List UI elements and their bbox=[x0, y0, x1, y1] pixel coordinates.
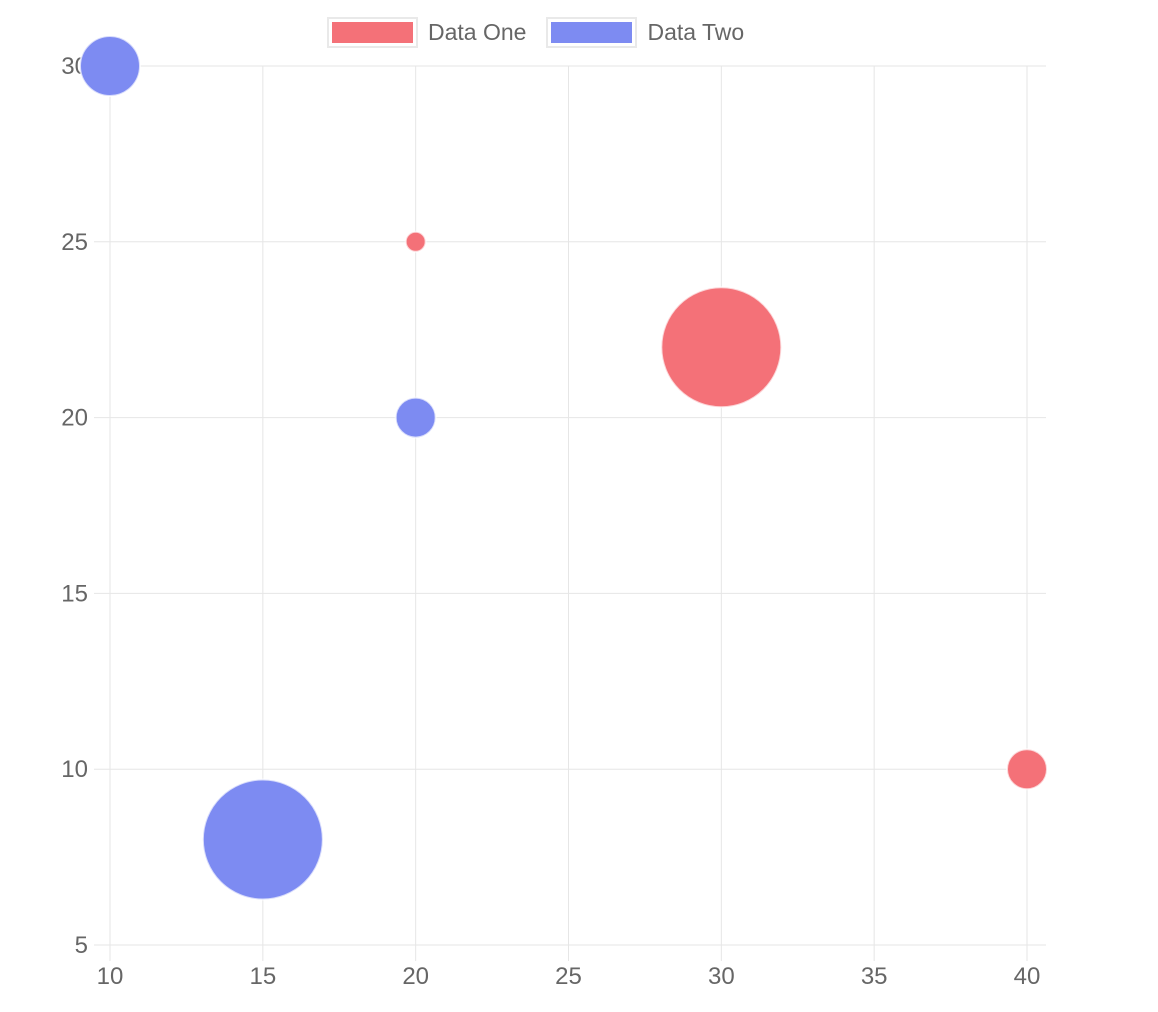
legend-swatch-data-two bbox=[546, 17, 638, 48]
x-tick-label: 20 bbox=[402, 963, 429, 990]
bubble-data-two[interactable] bbox=[201, 778, 324, 901]
bubble-data-two[interactable] bbox=[394, 396, 437, 439]
x-tick-label: 40 bbox=[1014, 963, 1041, 990]
bubble-data-two[interactable] bbox=[79, 35, 141, 97]
x-tick-label: 15 bbox=[249, 963, 276, 990]
legend-item-data-one[interactable]: Data One bbox=[327, 17, 527, 48]
legend-item-data-two[interactable]: Data Two bbox=[546, 17, 745, 48]
bubble-data-one[interactable] bbox=[1006, 748, 1048, 791]
y-tick-label: 20 bbox=[61, 405, 88, 432]
x-tick-label: 35 bbox=[861, 963, 888, 990]
x-tick-label: 10 bbox=[97, 963, 124, 990]
bubble-data-one[interactable] bbox=[404, 230, 427, 253]
y-tick-label: 5 bbox=[75, 932, 88, 959]
x-tick-label: 25 bbox=[555, 963, 582, 990]
chart-legend: Data One Data Two bbox=[327, 17, 745, 48]
y-tick-label: 25 bbox=[61, 229, 88, 256]
x-tick-label: 30 bbox=[708, 963, 735, 990]
bubble-data-one[interactable] bbox=[660, 286, 783, 409]
y-tick-label: 10 bbox=[61, 756, 88, 783]
legend-swatch-data-one bbox=[327, 17, 418, 48]
legend-label-data-one: Data One bbox=[428, 19, 527, 45]
y-tick-label: 15 bbox=[61, 580, 88, 607]
legend-label-data-two: Data Two bbox=[647, 19, 745, 45]
